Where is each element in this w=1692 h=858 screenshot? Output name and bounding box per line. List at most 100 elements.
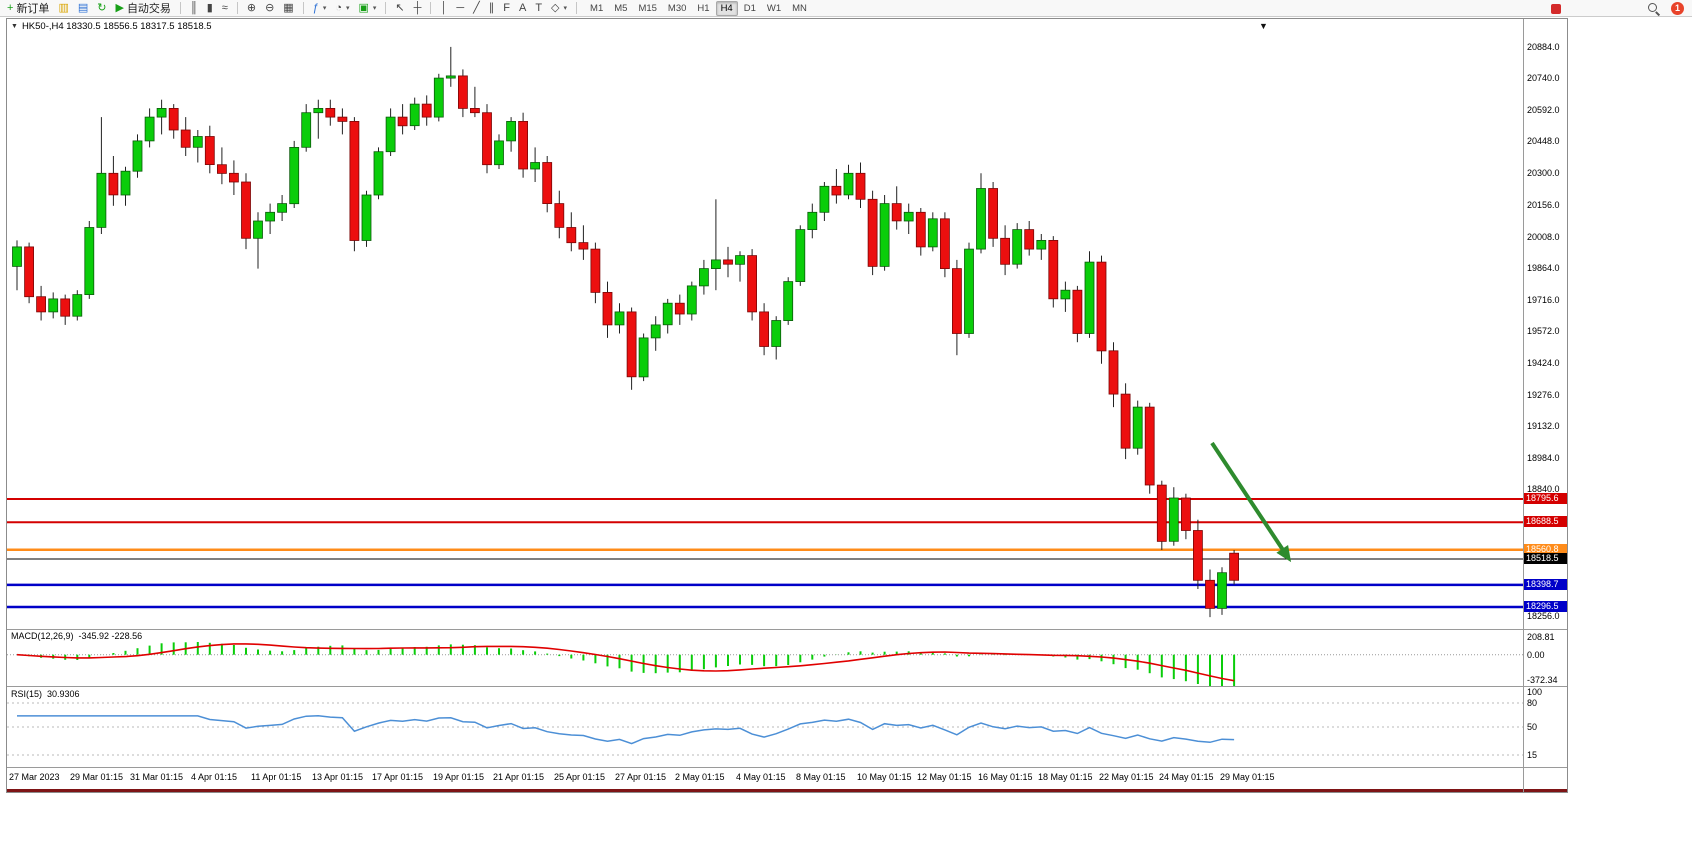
candle-body (469, 108, 480, 114)
one-click-trading-toggle[interactable]: ▼ (11, 23, 18, 30)
search-icon[interactable] (1647, 2, 1661, 16)
candle-body (1205, 579, 1215, 609)
chart-window-button[interactable]: ▥ (54, 1, 72, 16)
candle-body (72, 294, 83, 317)
candle-body (301, 112, 312, 148)
candle-body (241, 181, 251, 239)
candle-body (373, 151, 384, 196)
price-level-tag: 18795.6 (1524, 493, 1567, 504)
time-axis[interactable]: 27 Mar 2023 29 Mar 01:15 31 Mar 01:15 4 Apr… (7, 768, 1523, 789)
indicators-icon: ƒ (312, 1, 319, 14)
chart-shift-marker[interactable]: ▼ (1259, 21, 1268, 31)
timeframe-button-h4[interactable]: H4 (715, 0, 738, 16)
panel-separator[interactable] (7, 686, 1567, 687)
channel-tool-button[interactable]: ∥ (485, 1, 499, 16)
candle-body (867, 198, 878, 267)
price-axis-label: 19276.0 (1527, 390, 1560, 400)
bar-chart-mode-button[interactable]: ║ (186, 1, 202, 16)
time-axis-label: 27 Apr 01:15 (615, 772, 667, 782)
tile-windows-icon: ▦ (283, 1, 294, 14)
text-tool-button[interactable]: A (515, 1, 530, 16)
candle-body (265, 211, 276, 222)
timeframe-button-m15[interactable]: M15 (633, 1, 661, 16)
line-chart-mode-button[interactable]: ≈ (218, 1, 232, 16)
toolbar-right: 1 (1647, 0, 1684, 17)
alert-icon[interactable] (1551, 4, 1561, 14)
crosshair-button[interactable]: ┼ (410, 1, 426, 16)
price-level-tag: 18398.7 (1524, 579, 1567, 590)
candle-body (289, 146, 300, 205)
indicators-button[interactable]: ƒ ▾ (309, 1, 331, 16)
candle-body (409, 103, 420, 127)
timeframe-button-mn[interactable]: MN (787, 1, 812, 16)
price-axis-label: 20300.0 (1527, 168, 1560, 178)
candle-body (1024, 229, 1035, 250)
crosshair-icon: ┼ (413, 1, 422, 14)
refresh-button[interactable]: ↻ (93, 1, 110, 16)
zoom-in-button[interactable]: ⊕ (243, 1, 260, 16)
timeframe-button-d1[interactable]: D1 (739, 1, 761, 16)
timeframe-button-h1[interactable]: H1 (692, 1, 714, 16)
candle-body (723, 259, 733, 265)
price-axis[interactable]: 20884.0 20740.0 20592.0 20448.0 20300.0 20156… (1524, 19, 1567, 792)
candle-body (397, 116, 408, 127)
timeframe-button-m1[interactable]: M1 (585, 1, 608, 16)
trend-arrow-line[interactable] (1210, 441, 1287, 555)
periods-button[interactable]: ◔ ▾ (331, 1, 353, 16)
candle-body (988, 188, 998, 239)
candlestick-mode-button[interactable]: ▮ (203, 1, 217, 16)
candle-body (48, 298, 59, 313)
candle-body (518, 121, 529, 170)
timeframe-button-m5[interactable]: M5 (609, 1, 632, 16)
candle-body (915, 211, 926, 248)
rsi-line (17, 715, 1235, 745)
candle-body (277, 203, 288, 213)
price-axis-label: 20156.0 (1527, 200, 1560, 210)
notification-badge[interactable]: 1 (1671, 2, 1684, 15)
timeframe-button-w1[interactable]: W1 (762, 1, 786, 16)
chart-header: ▼ HK50-,H4 18330.5 18556.5 18317.5 18518… (11, 21, 212, 32)
candle-body (1144, 406, 1155, 486)
time-axis-label: 11 Apr 01:15 (251, 772, 302, 782)
macd-panel-chart[interactable] (7, 630, 1523, 686)
macd-axis-label: 208.81 (1527, 632, 1555, 642)
candle-body (108, 172, 119, 196)
new-order-button[interactable]: + 新订单 (3, 1, 53, 16)
zoom-out-button[interactable]: ⊖ (261, 1, 278, 16)
tile-windows-button[interactable]: ▦ (279, 1, 297, 16)
candle-body (1036, 239, 1047, 250)
auto-trading-button[interactable]: ▶ 自动交易 (111, 1, 174, 16)
price-axis-label: 20008.0 (1527, 232, 1560, 242)
trendline-tool-button[interactable]: ╱ (469, 1, 484, 16)
candle-body (699, 268, 709, 287)
candle-body (614, 311, 625, 326)
refresh-icon: ↻ (97, 1, 107, 14)
candle-body (1229, 552, 1239, 581)
cursor-button[interactable]: ↖ (391, 1, 408, 16)
vertical-line-tool-button[interactable]: │ (436, 1, 451, 16)
candle-body (24, 246, 35, 298)
profiles-button[interactable]: ▤ (74, 1, 92, 16)
candle-body (228, 172, 239, 183)
caret-down-icon: ▾ (563, 5, 568, 12)
panel-separator[interactable] (7, 629, 1567, 630)
rsi-panel-chart[interactable] (7, 687, 1523, 767)
label-tool-button[interactable]: T (531, 1, 546, 16)
candle-body (795, 229, 806, 283)
caret-down-icon: ▾ (322, 5, 327, 12)
price-chart[interactable] (7, 19, 1523, 629)
templates-button[interactable]: ▣ ▾ (355, 1, 381, 16)
toolbar-separator (576, 2, 578, 14)
timeframe-button-m30[interactable]: M30 (663, 1, 691, 16)
candle-body (927, 218, 938, 248)
time-axis-label: 17 Apr 01:15 (372, 772, 424, 782)
candle-body (168, 108, 179, 131)
candle-body (1084, 261, 1095, 334)
shapes-button[interactable]: ◇ ▾ (547, 1, 571, 16)
fibonacci-tool-button[interactable]: F (499, 1, 514, 16)
horizontal-line-tool-button[interactable]: ─ (452, 1, 468, 16)
macd-axis-label: -372.34 (1527, 675, 1558, 685)
toolbar-separator (385, 2, 387, 14)
candle-body (674, 302, 685, 315)
candle-body (711, 259, 721, 269)
